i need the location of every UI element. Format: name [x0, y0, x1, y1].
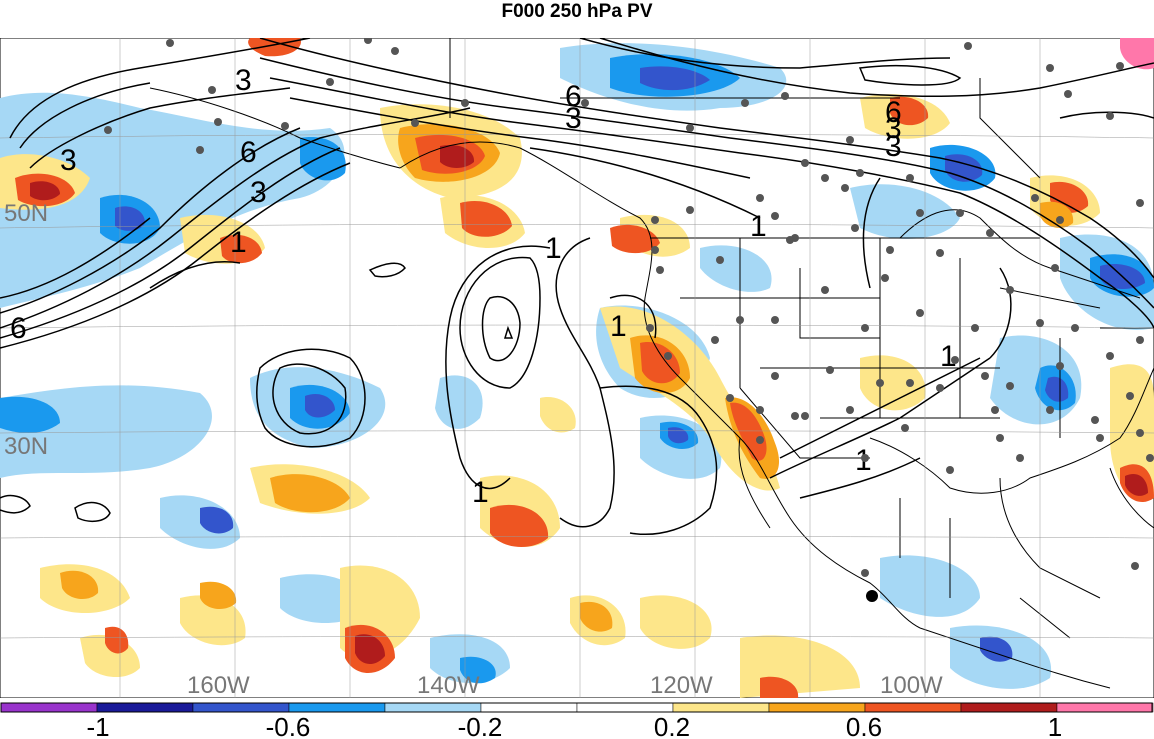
colorbar-swatch [96, 702, 194, 713]
colorbar-tick-label: -0.2 [458, 712, 503, 739]
contour-label: 3 [885, 112, 902, 145]
colorbar-tick-label: -0.6 [266, 712, 311, 739]
contour-label: 1 [940, 340, 957, 373]
contour-label: 6 [240, 136, 257, 169]
colorbar-tick-label: 0.6 [846, 712, 882, 739]
contour-label: 6 [565, 80, 582, 113]
lat-label-50n: 50N [4, 200, 48, 227]
contour-label: 3 [565, 102, 582, 135]
colorbar-swatch [288, 702, 386, 713]
contour-label: 3 [60, 144, 77, 177]
map-title: F000 250 hPa PV [501, 1, 653, 22]
colorbar-swatch [384, 702, 482, 713]
contour-label: 3 [885, 130, 902, 163]
colorbar-tick-label: 1 [1048, 712, 1062, 739]
colorbar-tick-label: -1 [86, 712, 109, 739]
contour-label: 3 [250, 176, 267, 209]
contour-label: 1 [545, 232, 562, 265]
lon-label-160w: 160W [187, 672, 250, 698]
colorbar: -1 -0.6 -0.2 0.2 0.6 1 [0, 702, 1154, 739]
lon-label-100w: 100W [880, 672, 943, 698]
contour-label: 3 [235, 64, 252, 97]
lat-label-30n: 30N [4, 433, 48, 460]
colorbar-swatch [1056, 702, 1154, 713]
lon-label-140w: 140W [417, 672, 480, 698]
colorbar-tick-label: 0.2 [654, 712, 690, 739]
contour-label: 1 [750, 210, 767, 243]
contour-label: 1 [230, 226, 247, 259]
contour-label: 6 [885, 96, 902, 129]
colorbar-swatch [576, 702, 674, 713]
colorbar-swatch [672, 702, 770, 713]
contour-label: 1 [472, 476, 489, 509]
lon-label-120w: 120W [650, 672, 713, 698]
colorbar-swatch [480, 702, 578, 713]
contour-labels: 3 3 6 3 3 6 6 3 3 1 6 1 1 1 1 1 1 [10, 64, 957, 509]
colorbar-swatch [960, 702, 1058, 713]
pv-map: 3 3 6 3 3 6 6 3 3 1 6 1 1 1 1 1 1 [0, 38, 1154, 698]
station-dots [104, 38, 1154, 602]
colorbar-swatch [192, 702, 290, 713]
colorbar-swatch [864, 702, 962, 713]
contour-label: 6 [10, 312, 27, 345]
pv-contours [0, 38, 1154, 535]
contour-label: 1 [610, 310, 627, 343]
colorbar-swatch [0, 702, 98, 713]
colorbar-swatch [768, 702, 866, 713]
colorbar-swatches [0, 702, 1154, 713]
